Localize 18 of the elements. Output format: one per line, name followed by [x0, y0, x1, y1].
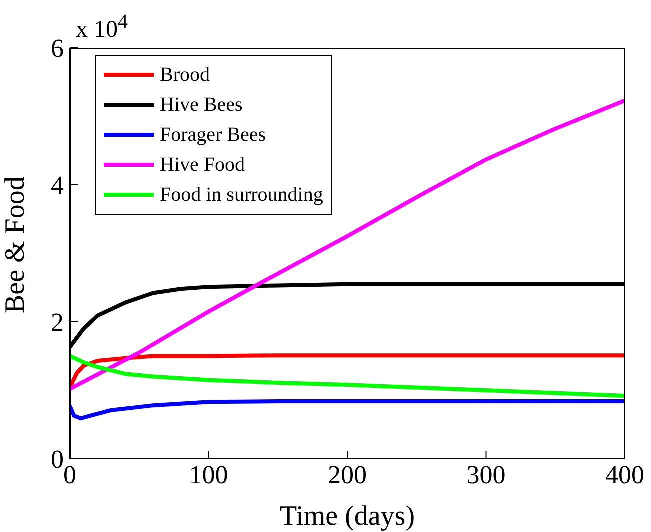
x-tick-label: 100 [189, 460, 228, 490]
text: x 10$^{4}$ [76, 10, 128, 44]
legend-label: Food in surrounding [160, 184, 324, 206]
x-axis-title: Time (days) [280, 501, 416, 532]
x-tick-label: 400 [606, 460, 644, 490]
line-series [70, 354, 625, 398]
legend-label: Brood [160, 64, 210, 86]
x-tick-label: 200 [328, 460, 367, 490]
y-tick-label: 2 [51, 308, 64, 338]
legend-label: Forager Bees [160, 124, 266, 146]
legend-label: Hive Food [160, 154, 245, 176]
y-tick-label: 6 [51, 34, 64, 64]
x-tick-label: 300 [466, 460, 506, 490]
line-series [70, 399, 625, 421]
legend-label: Hive Bees [160, 94, 243, 116]
y-tick-label: 4 [51, 171, 64, 200]
line-series [70, 98, 625, 392]
y-axis-title: Bee & Food [0, 176, 31, 314]
